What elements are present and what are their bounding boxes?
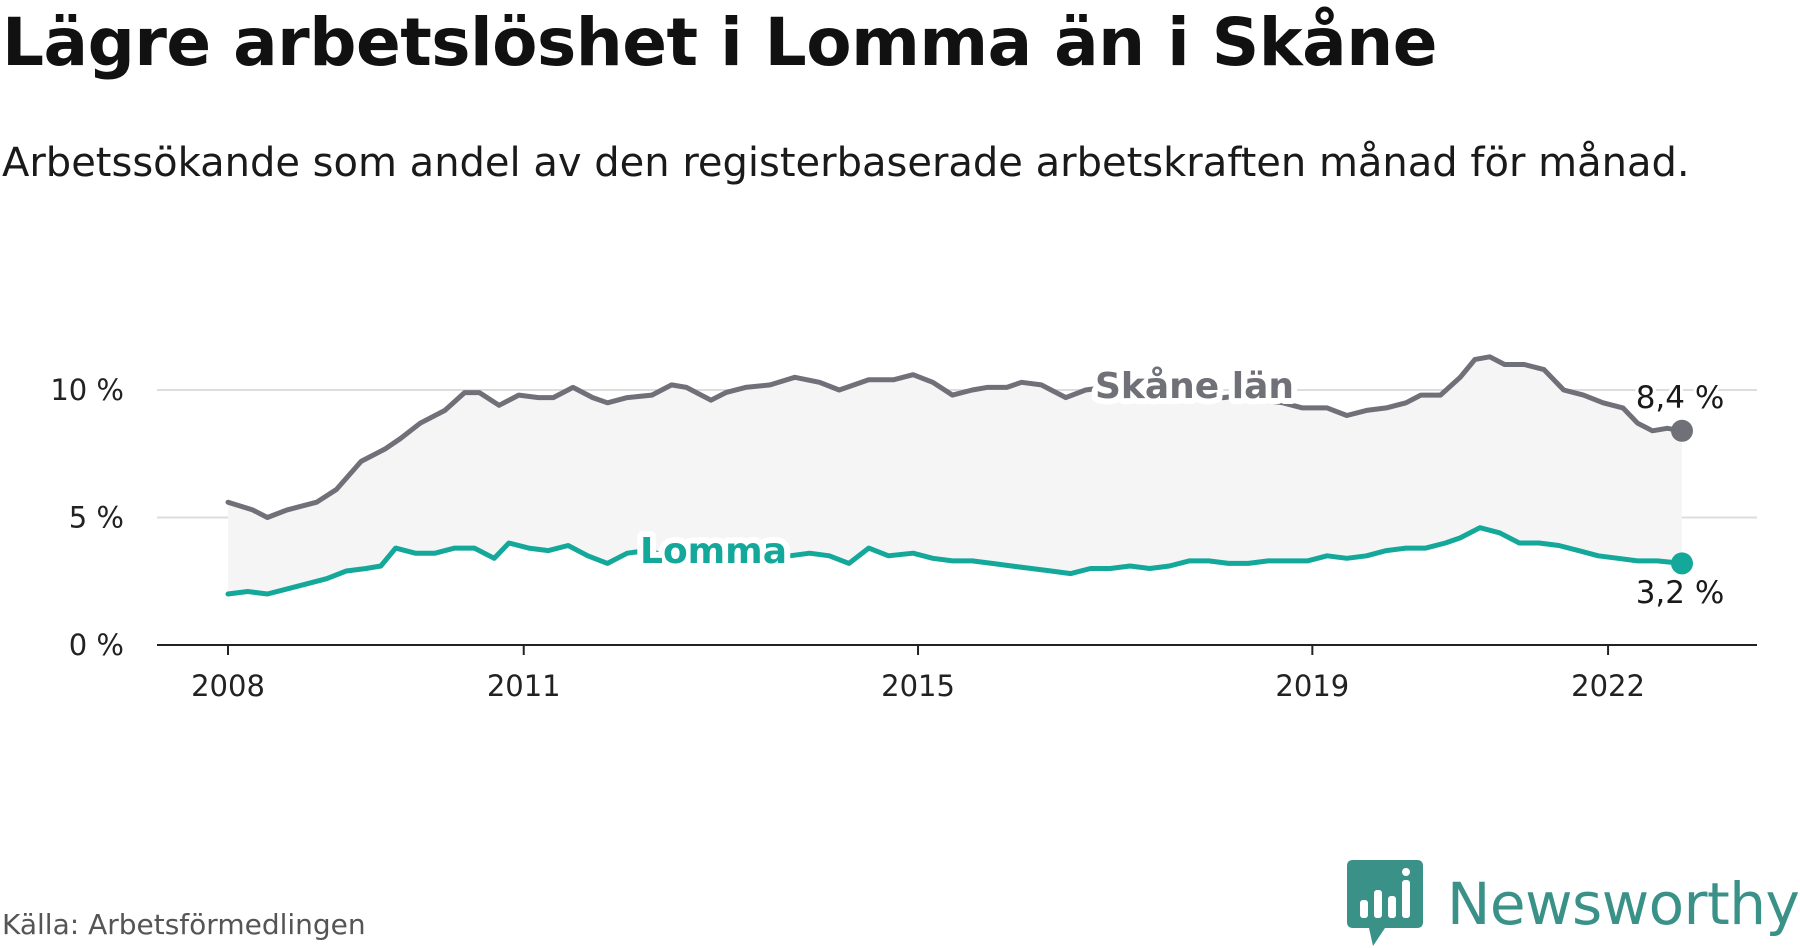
y-tick-label: 5 % [69, 501, 124, 535]
x-tick-label: 2022 [1571, 669, 1645, 703]
x-ticks: 2008 2011 2015 2019 2022 [191, 645, 1645, 703]
series-line-lomma [225, 525, 1685, 597]
series-labels: Skåne län Lomma 8,4 % 3,2 % [634, 360, 1727, 614]
series-end-value-label-skane: 8,4 % [1636, 380, 1725, 416]
gap-band [228, 356, 1682, 594]
source-note: Källa: Arbetsförmedlingen [2, 908, 366, 941]
series-end-marker-lomma [1671, 552, 1693, 575]
x-tick-label: 2019 [1275, 669, 1349, 703]
x-tick-label: 2008 [191, 669, 265, 703]
logo-wordmark: Newsworthy [1447, 870, 1800, 938]
y-ticks: 0 % 5 % 10 % [50, 373, 124, 662]
x-tick-label: 2015 [881, 669, 955, 703]
series-line-skane [225, 354, 1685, 520]
chart-subtitle: Arbetssökande som andel av den registerb… [2, 140, 1690, 186]
y-tick-label: 10 % [50, 373, 124, 407]
series-label-lomma: Lomma [640, 531, 787, 572]
series-label-skane: Skåne län [1095, 366, 1294, 407]
series-end-marker-skane [1671, 419, 1693, 442]
bar-chart-icon [1347, 860, 1423, 946]
newsworthy-logo: Newsworthy [1347, 860, 1800, 948]
y-tick-label: 0 % [69, 628, 124, 662]
x-tick-label: 2011 [487, 669, 561, 703]
series-layer [225, 354, 1693, 597]
series-end-value-label-lomma: 3,2 % [1636, 575, 1725, 611]
page-title: Lägre arbetslöshet i Lomma än i Skåne [2, 4, 1437, 81]
